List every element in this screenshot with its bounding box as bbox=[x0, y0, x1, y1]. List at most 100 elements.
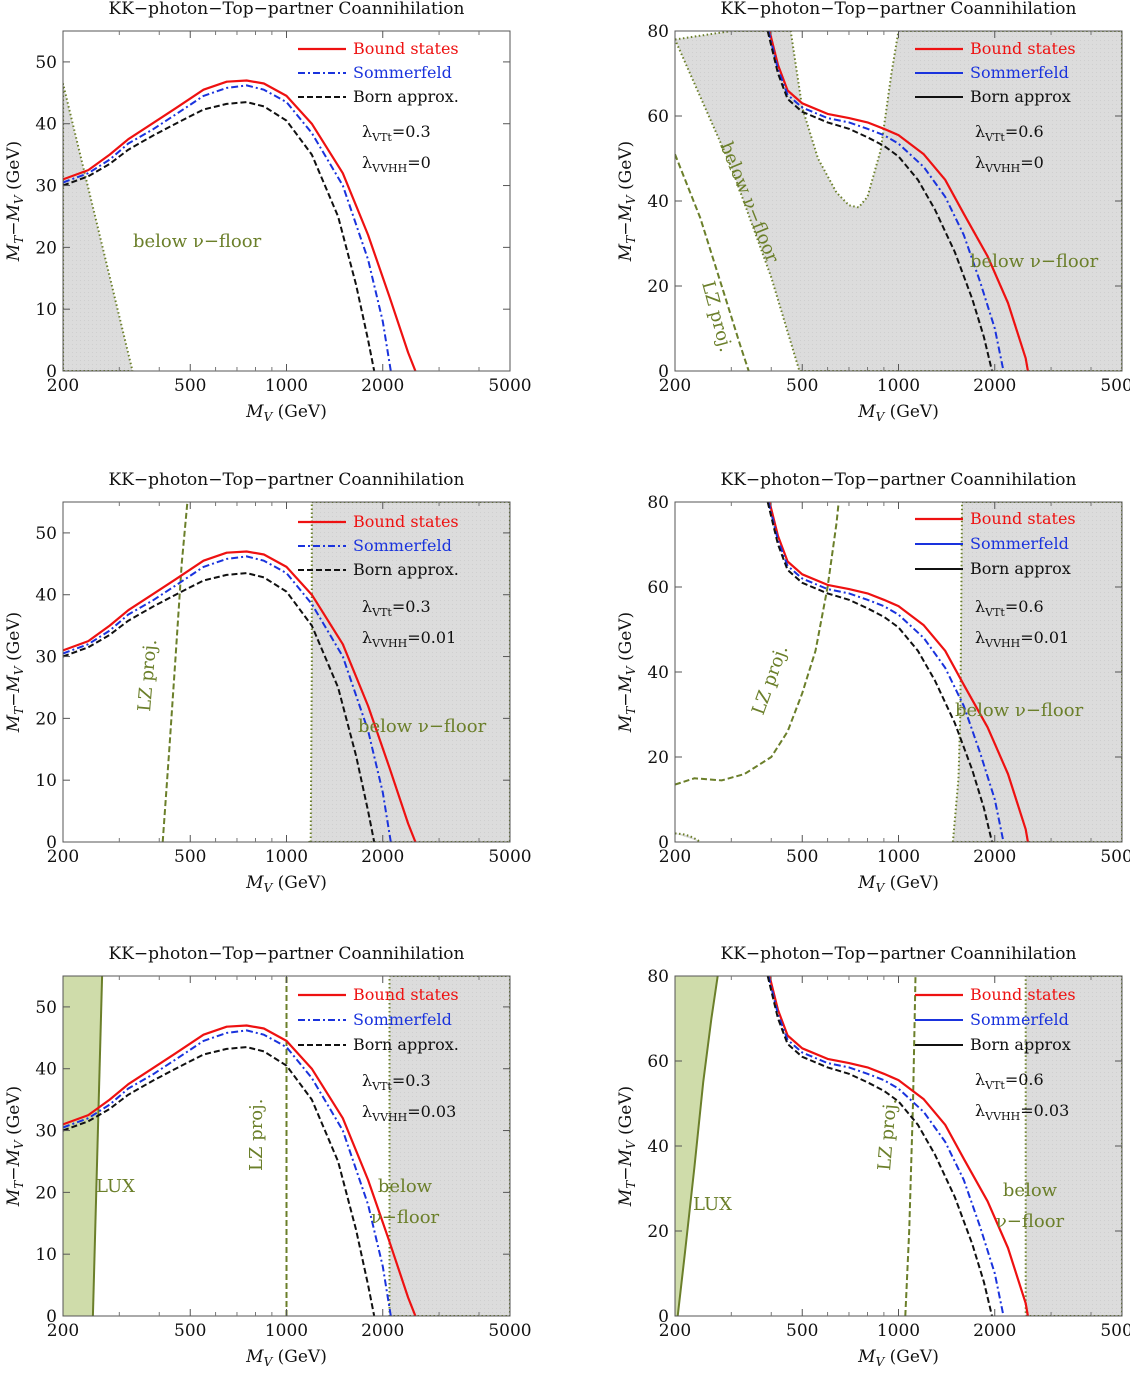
y-axis-label: MT−MV (GeV) bbox=[616, 612, 638, 733]
parameter-label: λVTt=0.6 bbox=[975, 122, 1044, 144]
x-tick-label: 5000 bbox=[1100, 847, 1130, 867]
y-axis-label: MT−MV (GeV) bbox=[4, 1086, 26, 1207]
x-tick-label: 2000 bbox=[973, 847, 1016, 867]
series-line-bound-states bbox=[768, 502, 1029, 842]
x-tick-label: 500 bbox=[786, 376, 818, 396]
nu-floor-region bbox=[1024, 976, 1122, 1316]
region-label: below ν−floor bbox=[133, 231, 262, 252]
chart-panel-1: 200 500 1000 2000 5000 0 10 20 30 40 50 KK−photon−T… bbox=[4, 0, 532, 424]
series-line-born-approx bbox=[766, 976, 993, 1316]
region-label: below ν−floor bbox=[358, 716, 487, 737]
x-tick-label: 1000 bbox=[265, 847, 308, 867]
parameter-label: λVVHH=0.03 bbox=[975, 1101, 1069, 1123]
y-tick-label: 40 bbox=[35, 1060, 57, 1080]
lz-projection-line bbox=[161, 502, 189, 842]
y-tick-label: 80 bbox=[647, 967, 669, 987]
y-tick-label: 40 bbox=[647, 1137, 669, 1157]
y-tick-label: 20 bbox=[647, 1222, 669, 1242]
x-tick-label: 200 bbox=[659, 376, 691, 396]
y-tick-label: 20 bbox=[35, 238, 57, 258]
y-tick-label: 30 bbox=[35, 648, 57, 668]
legend-label: Bound states bbox=[970, 509, 1076, 528]
plot-area bbox=[675, 502, 1122, 842]
series-line-sommerfeld bbox=[63, 84, 392, 371]
x-tick-label: 5000 bbox=[488, 1321, 531, 1341]
chart-title: KK−photon−Top−partner Coannihilation bbox=[109, 0, 465, 19]
x-tick-label: 500 bbox=[786, 847, 818, 867]
x-tick-label: 1000 bbox=[265, 1321, 308, 1341]
chart-title: KK−photon−Top−partner Coannihilation bbox=[721, 944, 1077, 964]
x-axis-label: MV (GeV) bbox=[857, 873, 939, 895]
region-label: below ν−floor bbox=[955, 700, 1084, 721]
parameter-label: λVVHH=0.01 bbox=[975, 628, 1069, 650]
y-tick-label: 0 bbox=[46, 362, 57, 382]
lux-excluded-region bbox=[63, 976, 103, 1316]
series-line-born-approx- bbox=[63, 1046, 376, 1316]
series-line-sommerfeld bbox=[767, 976, 1005, 1316]
y-tick-label: 60 bbox=[647, 1052, 669, 1072]
y-tick-label: 0 bbox=[46, 1307, 57, 1327]
chart-panel-4: 200 500 1000 2000 5000 0 20 40 60 80 KK−photon−Top… bbox=[616, 470, 1130, 895]
y-tick-label: 20 bbox=[35, 709, 57, 729]
chart-title: KK−photon−Top−partner Coannihilation bbox=[721, 0, 1077, 19]
y-tick-label: 60 bbox=[647, 107, 669, 127]
plot-area bbox=[675, 976, 1122, 1316]
x-axis-label: MV (GeV) bbox=[857, 1347, 939, 1369]
region-label: LZ proj. bbox=[748, 642, 793, 717]
nu-floor-region bbox=[308, 502, 510, 842]
y-tick-label: 20 bbox=[35, 1183, 57, 1203]
legend-label: Bound states bbox=[970, 985, 1076, 1004]
x-tick-label: 500 bbox=[174, 376, 206, 396]
y-tick-label: 40 bbox=[647, 663, 669, 683]
x-tick-label: 200 bbox=[659, 847, 691, 867]
x-tick-label: 500 bbox=[786, 1321, 818, 1341]
lux-boundary bbox=[91, 976, 104, 1316]
chart-panel-3: 200 500 1000 2000 5000 0 10 20 30 40 50 KK−photon−T… bbox=[4, 470, 532, 895]
y-axis-label: MT−MV (GeV) bbox=[4, 612, 26, 733]
legend-label: Born approx. bbox=[353, 1035, 459, 1054]
region-label: LUX bbox=[693, 1194, 732, 1215]
lz-projection-line bbox=[675, 153, 750, 371]
nu-floor-region bbox=[388, 976, 510, 1316]
y-tick-label: 60 bbox=[647, 578, 669, 598]
parameter-label: λVTt=0.3 bbox=[362, 122, 431, 144]
y-tick-label: 80 bbox=[647, 493, 669, 513]
series-line-born-approx bbox=[766, 502, 993, 842]
plot-area bbox=[675, 31, 1122, 371]
x-tick-label: 1000 bbox=[877, 376, 920, 396]
series-line-sommerfeld bbox=[63, 555, 392, 842]
series-line-sommerfeld bbox=[767, 31, 1005, 371]
y-tick-label: 0 bbox=[658, 833, 669, 853]
legend-label: Sommerfeld bbox=[970, 534, 1069, 553]
x-tick-label: 1000 bbox=[877, 847, 920, 867]
y-tick-label: 10 bbox=[35, 300, 57, 320]
chart-title: KK−photon−Top−partner Coannihilation bbox=[721, 470, 1077, 490]
legend-label: Bound states bbox=[353, 39, 459, 58]
x-tick-label: 1000 bbox=[265, 376, 308, 396]
lz-projection-line bbox=[904, 976, 917, 1316]
x-tick-label: 5000 bbox=[1100, 376, 1130, 396]
y-tick-label: 20 bbox=[647, 748, 669, 768]
x-axis-label: MV (GeV) bbox=[245, 1347, 327, 1369]
legend-label: Sommerfeld bbox=[970, 63, 1069, 82]
y-tick-label: 0 bbox=[658, 1307, 669, 1327]
x-tick-label: 2000 bbox=[361, 847, 404, 867]
x-tick-label: 5000 bbox=[488, 376, 531, 396]
x-tick-label: 200 bbox=[659, 1321, 691, 1341]
series-line-bound-states bbox=[63, 1024, 417, 1316]
y-tick-label: 10 bbox=[35, 1245, 57, 1265]
y-tick-label: 50 bbox=[35, 53, 57, 73]
nu-floor-region bbox=[951, 502, 1122, 842]
y-tick-label: 80 bbox=[647, 22, 669, 42]
legend-label: Born approx bbox=[970, 87, 1071, 106]
parameter-label: λVVHH=0 bbox=[975, 153, 1044, 175]
plot-frame bbox=[62, 30, 511, 372]
y-tick-label: 0 bbox=[46, 833, 57, 853]
nu-floor-region bbox=[63, 83, 134, 371]
y-tick-label: 40 bbox=[35, 115, 57, 135]
legend-label: Born approx bbox=[970, 1035, 1071, 1054]
series-line-born-approx- bbox=[63, 572, 376, 842]
chart-panel-2: 200 500 1000 2000 5000 0 20 40 60 80 KK−photon−Top… bbox=[616, 0, 1130, 424]
x-tick-label: 200 bbox=[47, 376, 79, 396]
